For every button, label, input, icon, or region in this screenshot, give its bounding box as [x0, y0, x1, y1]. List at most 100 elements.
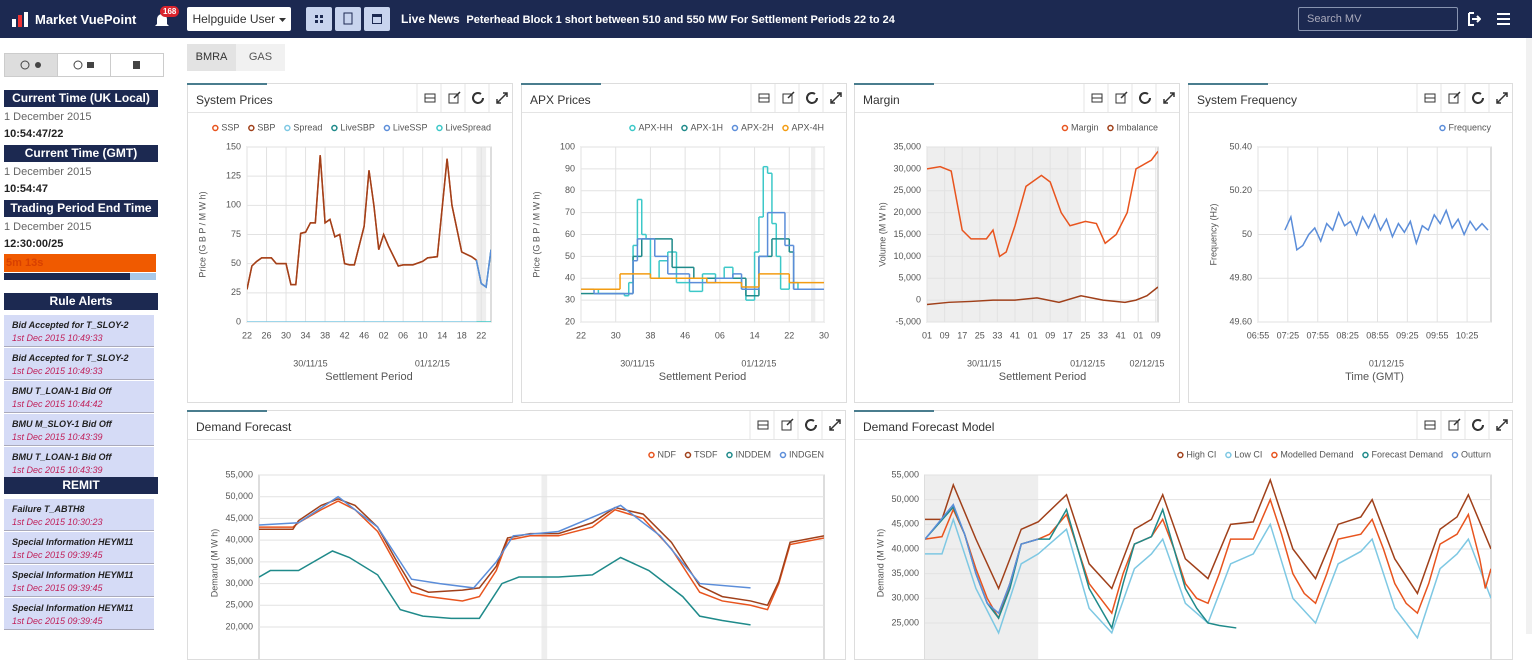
panel-button[interactable]: [798, 84, 818, 112]
y-axis-label: Demand (M W h): [875, 529, 885, 598]
legend-label: NDF: [657, 449, 676, 459]
alert-item[interactable]: Failure T_ABTH8 1st Dec 2015 10:30:23: [4, 499, 154, 531]
tab[interactable]: GAS: [236, 44, 285, 71]
accent: [521, 83, 601, 85]
panel-button[interactable]: [1416, 411, 1436, 439]
alert-item[interactable]: BMU T_LOAN-1 Bid Off 1st Dec 2015 10:43:3…: [4, 447, 154, 479]
panel-button[interactable]: [1488, 411, 1508, 439]
sidebar-tab[interactable]: [5, 54, 58, 76]
x-tick-label: 01: [922, 330, 932, 340]
panel-button[interactable]: [1464, 84, 1484, 112]
panel-button[interactable]: [1083, 84, 1103, 112]
panel-button[interactable]: [821, 411, 841, 439]
y-tick-label: 30,000: [891, 593, 919, 603]
calendar-button[interactable]: [364, 7, 390, 31]
sidebar-tab[interactable]: [58, 54, 111, 76]
alert-item[interactable]: Special Information HEYM11 1st Dec 2015 0…: [4, 598, 154, 630]
x-tick-label: 22: [242, 330, 252, 340]
alert-time: 1st Dec 2015 09:39:45: [12, 550, 103, 560]
bell-icon[interactable]: [154, 12, 170, 28]
x-tick-label: 09: [1151, 330, 1161, 340]
alert-item[interactable]: BMU T_LOAN-1 Bid Off 1st Dec 2015 10:44:4…: [4, 381, 154, 413]
panel-button[interactable]: [750, 84, 770, 112]
sidebar-tab[interactable]: [111, 54, 163, 76]
panel-button[interactable]: [488, 84, 508, 112]
x-tick-label: 22: [784, 330, 794, 340]
clock-date: 1 December 2015: [4, 166, 92, 178]
alert-time: 1st Dec 2015 10:43:39: [12, 432, 103, 442]
y-tick-label: 80: [565, 185, 575, 195]
x-tick-label: 09:25: [1396, 330, 1419, 340]
document-button[interactable]: [335, 7, 361, 31]
chart: 20,000 25,000 30,000 35,000 40,000 45,000 50,0…: [209, 411, 841, 659]
live-text[interactable]: Peterhead Block 1 short between 510 and …: [466, 14, 895, 26]
alert-item[interactable]: Special Information HEYM11 1st Dec 2015 0…: [4, 532, 154, 564]
x-tick-label: 22: [476, 330, 486, 340]
x-tick-label: 01: [1133, 330, 1143, 340]
x-tick-label: 07:25: [1277, 330, 1300, 340]
alert-text: Bid Accepted for T_SLOY-2: [12, 353, 129, 363]
panel-button[interactable]: [440, 84, 461, 112]
accent: [854, 410, 934, 412]
x-tick-label: 17: [1063, 330, 1073, 340]
menu-icon[interactable]: [1497, 13, 1510, 25]
y-tick-label: 90: [565, 163, 575, 173]
chart: -5,000 0 5,000 10,000 15,000 20,000 25,000 30,0…: [877, 84, 1175, 383]
alert-item[interactable]: Special Information HEYM11 1st Dec 2015 0…: [4, 565, 154, 597]
logout-icon[interactable]: [1467, 12, 1481, 26]
series-line: [927, 286, 1158, 306]
alert-item[interactable]: Bid Accepted for T_SLOY-2 1st Dec 2015 10…: [4, 348, 154, 380]
date-label: 30/11/15: [967, 358, 1001, 368]
x-axis-label: Time (GMT): [1345, 371, 1404, 383]
y-tick-label: 25,000: [893, 185, 921, 195]
icon: [343, 12, 353, 25]
legend-marker: [383, 124, 391, 132]
legend-marker: [779, 451, 787, 459]
panel-button[interactable]: [774, 84, 795, 112]
icon: [1472, 92, 1484, 104]
search-box[interactable]: Search MV: [1298, 7, 1458, 31]
icon: [448, 93, 459, 104]
y-tick-label: 25: [231, 287, 241, 297]
alert-text: Bid Accepted for T_SLOY-2: [12, 320, 129, 330]
x-tick-label: 33: [992, 330, 1002, 340]
panel-button[interactable]: [1440, 84, 1461, 112]
panel-button[interactable]: [1488, 84, 1508, 112]
y-tick-label: 50.40: [1229, 141, 1252, 151]
brand[interactable]: Market VuePoint: [35, 12, 137, 27]
panel-button[interactable]: [416, 84, 436, 112]
panel-button[interactable]: [797, 411, 817, 439]
section-header: Rule Alerts: [4, 293, 158, 310]
y-tick-label: 125: [226, 171, 241, 181]
y-axis-label: Price (G B P / M W h): [197, 191, 207, 277]
x-tick-label: 38: [320, 330, 330, 340]
panel-button[interactable]: [1155, 84, 1175, 112]
icon: [1120, 91, 1128, 99]
panel-button[interactable]: [464, 84, 484, 112]
grid-button[interactable]: [306, 7, 332, 31]
legend-marker: [726, 451, 733, 459]
tab[interactable]: BMRA: [187, 44, 236, 71]
user-menu[interactable]: Helpguide User: [187, 7, 291, 31]
live-label: Live News: [401, 12, 460, 26]
panel-button[interactable]: [749, 411, 769, 439]
panel-button[interactable]: [773, 411, 794, 439]
panel-button[interactable]: [822, 84, 842, 112]
y-tick-label: 50,000: [891, 494, 919, 504]
x-tick-label: 09: [1045, 330, 1055, 340]
y-axis-label: Demand (M W h): [209, 529, 219, 598]
y-tick-label: 150: [226, 141, 241, 151]
top-bar: Market VuePoint 168 Helpguide User Live …: [0, 0, 1532, 38]
alert-item[interactable]: BMU M_SLOY-1 Bid Off 1st Dec 2015 10:43:3…: [4, 414, 154, 446]
y-tick-label: 55,000: [225, 469, 253, 479]
panel-button[interactable]: [1131, 84, 1151, 112]
panel-button[interactable]: [1440, 411, 1461, 439]
legend-marker: [1451, 451, 1459, 459]
legend-label: APX-2H: [741, 122, 774, 132]
panel-button[interactable]: [1464, 411, 1484, 439]
panel-button[interactable]: [1107, 84, 1128, 112]
icon: [1163, 92, 1175, 104]
alert-item[interactable]: Bid Accepted for T_SLOY-2 1st Dec 2015 10…: [4, 315, 154, 347]
legend-marker: [212, 124, 219, 132]
panel-button[interactable]: [1416, 84, 1436, 112]
